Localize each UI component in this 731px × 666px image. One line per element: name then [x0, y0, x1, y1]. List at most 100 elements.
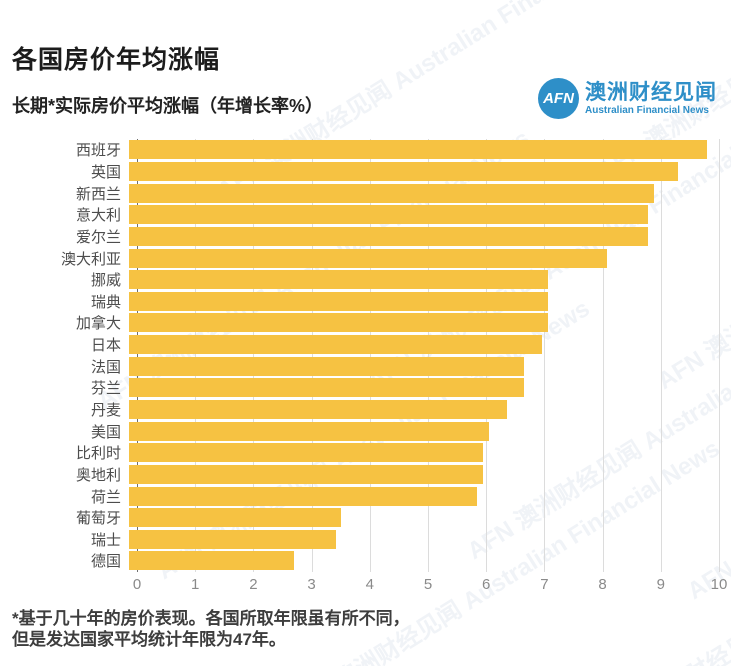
bar — [129, 443, 483, 463]
gridline — [486, 139, 488, 572]
country-label: 葡萄牙 — [75, 510, 121, 528]
chart-row: 丹麦 — [0, 399, 731, 421]
country-label: 法国 — [90, 358, 121, 376]
bar — [129, 335, 542, 355]
bar-chart: 西班牙 英国 新西兰 意大利 爱尔兰 澳大利亚 挪威 瑞典 加拿大 日本 法国 芬兰 丹麦 美国 比利时 奥地… — [0, 139, 731, 596]
chart-row: 奥地利 — [0, 464, 731, 486]
bar-track — [129, 291, 719, 311]
x-tick-label: 3 — [307, 575, 316, 593]
chart-row: 芬兰 — [0, 377, 731, 399]
x-tick-label: 2 — [249, 575, 258, 593]
footnote: *基于几十年的房价表现。各国所取年限虽有所不同， 但是发达国家平均统计年限为47… — [12, 608, 410, 651]
chart-row: 美国 — [0, 420, 731, 442]
y-axis-line — [137, 139, 138, 572]
bar — [129, 313, 548, 333]
bar-track — [129, 400, 719, 419]
x-tick-label: 6 — [482, 575, 491, 593]
bar — [129, 248, 607, 268]
x-tick-label: 0 — [132, 575, 142, 593]
chart-row: 新西兰 — [0, 182, 731, 204]
x-tick-label: 9 — [656, 575, 665, 593]
afn-logo: AFN 澳洲财经见闻 Australian Financial News — [538, 78, 717, 119]
bar-track — [129, 335, 719, 355]
bar — [129, 551, 295, 571]
logo-name-en: Australian Financial News — [585, 104, 709, 116]
country-label: 荷兰 — [90, 488, 121, 506]
gridline — [719, 139, 720, 572]
logo-name-cn: 澳洲财经见闻 — [585, 80, 717, 104]
country-label: 丹麦 — [90, 402, 121, 419]
chart-row: 意大利 — [0, 204, 731, 226]
footnote-line-2: 但是发达国家平均统计年限为47年。 — [12, 630, 286, 650]
gridline — [428, 139, 429, 572]
country-label: 西班牙 — [75, 142, 121, 160]
bar-track — [129, 464, 719, 484]
page-title: 各国房价年均涨幅 — [12, 46, 221, 74]
bar-track — [129, 183, 719, 203]
bar-track — [129, 551, 719, 571]
chart-row: 瑞士 — [0, 529, 731, 551]
country-label: 加拿大 — [75, 315, 121, 333]
chart-row: 日本 — [0, 334, 731, 356]
chart-row: 挪威 — [0, 269, 731, 291]
gridline — [544, 139, 546, 572]
bar-track — [129, 356, 719, 376]
country-label: 爱尔兰 — [75, 228, 121, 246]
x-tick-label: 8 — [598, 575, 607, 593]
bar-track — [129, 529, 719, 549]
bar-track — [129, 508, 719, 528]
bar-track — [129, 443, 719, 463]
chart-header: 各国房价年均涨幅 长期*实际房价平均涨幅（年增长率%） — [12, 40, 323, 118]
country-label: 意大利 — [75, 207, 121, 225]
x-tick-label: 1 — [191, 575, 200, 593]
bar — [129, 508, 342, 528]
x-axis: 0 1 2 3 4 5 6 7 8 9 10 — [133, 572, 728, 596]
bar — [129, 378, 525, 398]
country-label: 澳大利亚 — [60, 250, 121, 268]
bar — [129, 529, 336, 549]
chart-row: 葡萄牙 — [0, 507, 731, 529]
country-label: 瑞士 — [90, 531, 121, 549]
gridlines — [137, 139, 720, 572]
bar-chart-rows: 西班牙 英国 新西兰 意大利 爱尔兰 澳大利亚 挪威 瑞典 加拿大 日本 法国 芬兰 丹麦 美国 比利时 奥地… — [0, 139, 731, 572]
afn-logo-icon: AFN — [538, 78, 579, 119]
x-tick-label: 7 — [540, 575, 549, 593]
chart-row: 西班牙 — [0, 139, 731, 161]
bar — [129, 486, 478, 506]
x-tick-label: 4 — [365, 575, 374, 593]
chart-row: 荷兰 — [0, 485, 731, 507]
country-label: 日本 — [90, 337, 121, 355]
chart-row: 法国 — [0, 355, 731, 377]
footnote-line-1: *基于几十年的房价表现。各国所取年限虽有所不同， — [12, 609, 410, 628]
chart-row: 德国 — [0, 550, 731, 572]
plot-area: 西班牙 英国 新西兰 意大利 爱尔兰 澳大利亚 挪威 瑞典 加拿大 日本 法国 芬兰 丹麦 美国 比利时 奥地… — [0, 139, 731, 572]
bar-track — [129, 378, 719, 398]
country-label: 比利时 — [75, 445, 121, 463]
chart-row: 加拿大 — [0, 312, 731, 334]
gridline — [369, 139, 371, 572]
afn-logo-text: 澳洲财经见闻 Australian Financial News — [585, 82, 717, 116]
bar-track — [129, 486, 719, 506]
bar-track — [129, 161, 719, 181]
bar-track — [129, 313, 719, 333]
gridline — [195, 139, 197, 572]
bar — [129, 140, 708, 160]
bar-track — [129, 248, 719, 268]
bar-track — [129, 270, 719, 290]
bar-track — [129, 226, 719, 246]
bar-track — [129, 421, 719, 441]
gridline — [602, 139, 604, 572]
country-label: 芬兰 — [90, 380, 121, 398]
bar — [129, 161, 678, 181]
page-subtitle: 长期*实际房价平均涨幅（年增长率%） — [12, 96, 324, 116]
country-label: 瑞典 — [90, 293, 121, 311]
chart-row: 比利时 — [0, 442, 731, 464]
country-label: 德国 — [90, 553, 121, 571]
bar — [129, 291, 548, 311]
gridline — [311, 139, 313, 572]
x-tick-label: 10 — [710, 575, 728, 593]
gridline — [660, 139, 662, 572]
country-label: 挪威 — [90, 272, 121, 290]
chart-row: 爱尔兰 — [0, 226, 731, 248]
country-label: 新西兰 — [75, 185, 121, 203]
